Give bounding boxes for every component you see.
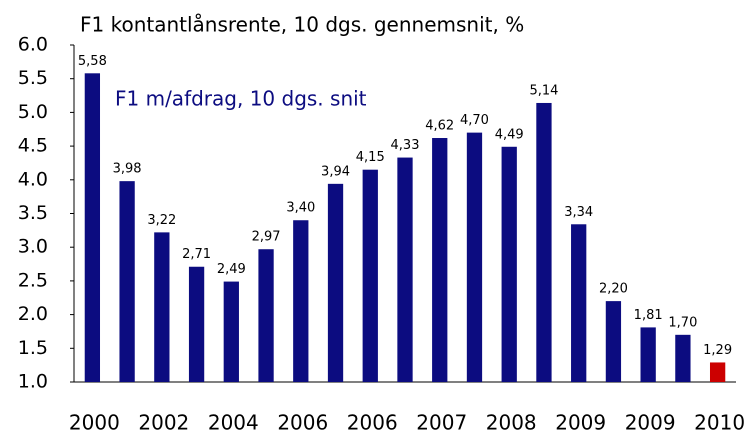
value-label: 3,34 — [564, 205, 593, 220]
y-tick-label: 1.5 — [18, 337, 48, 359]
y-tick-label: 2.5 — [18, 269, 48, 291]
bar — [397, 157, 413, 382]
value-label: 3,40 — [286, 201, 315, 216]
y-tick-label: 4.5 — [18, 135, 48, 157]
bar — [501, 146, 517, 382]
y-tick-label: 5.0 — [18, 101, 48, 123]
bar — [605, 301, 622, 382]
x-tick-label: 2009 — [555, 411, 606, 435]
y-tick-label: 1.0 — [18, 371, 48, 393]
bar — [432, 138, 448, 382]
y-tick-label: 3.0 — [18, 236, 48, 258]
x-tick-label: 2004 — [208, 411, 259, 435]
x-tick-label: 2002 — [138, 411, 189, 435]
value-label: 4,33 — [391, 138, 420, 153]
annotation: F1 m/afdrag, 10 dgs. snit — [115, 87, 367, 111]
bar — [675, 334, 691, 382]
value-label: 2,71 — [182, 247, 211, 262]
bar — [709, 362, 726, 382]
bar — [571, 224, 587, 382]
value-label: 1,70 — [668, 315, 697, 330]
bar — [223, 281, 239, 382]
bar — [293, 220, 309, 382]
x-tick-label: 2006 — [347, 411, 398, 435]
x-tick-label: 2008 — [486, 411, 537, 435]
value-label: 3,94 — [321, 164, 350, 179]
x-tick-label: 2009 — [625, 411, 676, 435]
value-label: 2,49 — [217, 262, 246, 277]
value-label: 4,49 — [495, 127, 524, 142]
value-label: 4,62 — [425, 119, 454, 134]
value-label: 1,81 — [634, 308, 663, 323]
value-label: 2,97 — [252, 230, 281, 245]
value-label: 2,20 — [599, 282, 628, 297]
bar — [327, 183, 344, 382]
value-label: 3,22 — [147, 213, 176, 228]
bar — [362, 169, 378, 382]
bar — [258, 249, 274, 382]
x-tick-label: 2000 — [69, 411, 120, 435]
chart-title: F1 kontantlånsrente, 10 dgs. gennemsnit,… — [80, 13, 524, 37]
bar — [466, 132, 483, 382]
value-label: 4,15 — [356, 150, 385, 165]
bar — [154, 232, 170, 382]
y-tick-label: 4.0 — [18, 168, 48, 190]
y-tick-label: 3.5 — [18, 202, 48, 224]
value-label: 4,70 — [460, 113, 489, 128]
y-tick-label: 5.5 — [18, 67, 48, 89]
x-tick-label: 2006 — [277, 411, 328, 435]
bar — [188, 266, 205, 382]
bar — [536, 102, 552, 383]
x-tick-label: 2007 — [416, 411, 467, 435]
value-label: 5,14 — [529, 83, 558, 98]
y-tick-label: 6.0 — [18, 34, 48, 56]
bar — [84, 73, 101, 383]
y-tick-label: 2.0 — [18, 303, 48, 325]
value-label: 1,29 — [703, 343, 732, 358]
value-label: 5,58 — [78, 54, 107, 69]
value-label: 3,98 — [113, 162, 142, 177]
x-tick-label: 2010 — [694, 411, 745, 435]
bar — [119, 181, 135, 382]
bar — [640, 327, 656, 382]
